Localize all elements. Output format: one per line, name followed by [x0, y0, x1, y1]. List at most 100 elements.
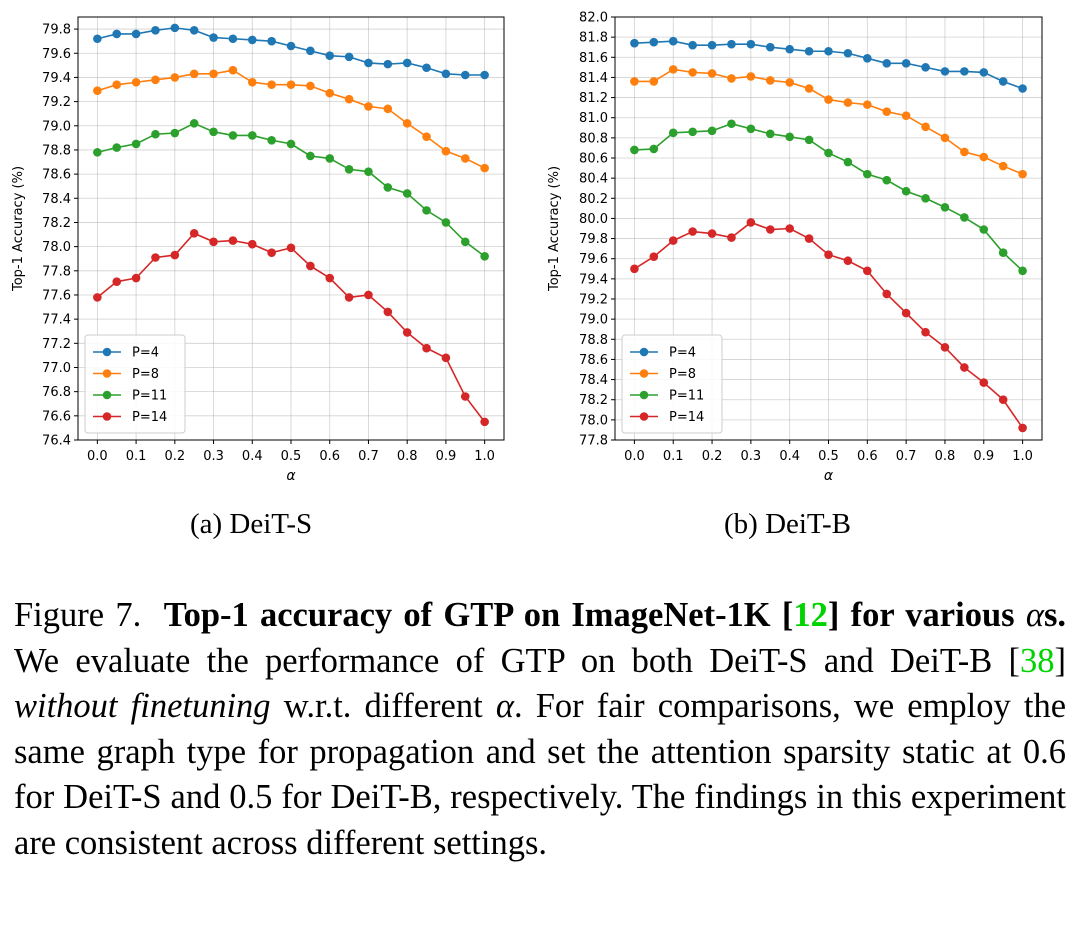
data-point: [746, 72, 756, 81]
data-point: [364, 167, 373, 176]
data-point: [209, 69, 218, 79]
data-point: [151, 253, 160, 262]
data-point: [921, 193, 930, 203]
citation-12[interactable]: 12: [793, 596, 828, 634]
data-point: [649, 77, 659, 86]
data-point: [960, 363, 969, 372]
data-point: [940, 67, 950, 76]
legend-label: P=8: [669, 367, 696, 382]
data-point: [688, 127, 697, 137]
data-point: [422, 343, 431, 353]
x-tick-label: 0.3: [741, 449, 762, 464]
caption-text: We evaluate the performance of GTP on bo…: [14, 641, 1020, 680]
data-point: [921, 63, 930, 72]
data-point: [630, 38, 639, 48]
data-point: [901, 308, 911, 318]
caption-italic: without finetuning: [14, 687, 271, 725]
data-point: [151, 129, 160, 139]
data-point: [228, 236, 238, 245]
y-tick-label: 78.2: [579, 393, 608, 408]
data-point: [668, 36, 678, 46]
y-axis-label: Top-1 Accuracy (%): [11, 166, 26, 292]
caption-text: w.r.t. different: [270, 687, 496, 725]
x-tick-label: 1.0: [474, 449, 495, 464]
caption-title-part: ] for various: [827, 596, 1026, 634]
y-tick-label: 79.2: [579, 293, 608, 308]
data-point: [824, 148, 833, 158]
data-point: [824, 250, 833, 259]
data-point: [247, 239, 257, 249]
data-point: [267, 248, 276, 257]
data-point: [882, 107, 892, 116]
caption-text: ]: [1054, 641, 1067, 680]
data-point: [843, 157, 853, 167]
x-tick-label: 0.2: [164, 449, 185, 464]
data-point: [170, 128, 180, 138]
data-point: [688, 68, 697, 77]
caption-title: Top-1 accuracy of GTP on ImageNet-1K [12…: [164, 596, 1066, 634]
data-point: [998, 161, 1008, 171]
data-point: [131, 273, 141, 283]
data-point: [765, 129, 775, 139]
citation-38[interactable]: 38: [1020, 641, 1055, 680]
data-point: [882, 175, 892, 185]
data-point: [979, 68, 989, 77]
data-point: [1018, 423, 1027, 433]
data-point: [383, 104, 393, 114]
data-point: [649, 144, 659, 154]
data-point: [112, 80, 122, 89]
data-point: [209, 127, 218, 137]
alpha-symbol: α: [495, 687, 514, 725]
legend-marker: [102, 412, 112, 421]
data-point: [765, 42, 775, 52]
data-point: [824, 95, 833, 104]
data-point: [707, 126, 717, 136]
data-point: [901, 186, 911, 196]
legend-label: P=4: [132, 346, 159, 361]
y-tick-label: 78.8: [579, 333, 608, 348]
data-point: [979, 152, 989, 162]
y-tick-label: 79.2: [42, 95, 71, 110]
data-point: [785, 224, 794, 233]
data-point: [1018, 266, 1027, 276]
data-point: [882, 289, 892, 299]
y-tick-label: 81.6: [579, 51, 608, 66]
x-tick-label: 0.7: [896, 449, 917, 464]
data-point: [940, 133, 950, 143]
data-point: [364, 102, 373, 111]
data-point: [441, 69, 451, 79]
legend-label: P=11: [132, 389, 167, 404]
legend-box: [621, 334, 723, 434]
data-point: [325, 51, 335, 60]
data-point: [630, 145, 639, 155]
y-tick-label: 78.4: [42, 192, 71, 207]
data-point: [804, 135, 814, 145]
data-point: [151, 25, 160, 35]
x-tick-label: 0.5: [818, 449, 839, 464]
y-tick-label: 77.8: [579, 434, 608, 449]
data-point: [979, 225, 989, 234]
x-tick-label: 0.9: [973, 449, 994, 464]
legend-marker: [102, 347, 112, 357]
data-point: [688, 40, 697, 50]
data-point: [746, 39, 756, 49]
data-point: [765, 225, 775, 234]
data-point: [746, 124, 756, 134]
legend-label: P=11: [669, 389, 704, 404]
data-point: [267, 36, 276, 46]
data-point: [746, 218, 756, 227]
data-point: [189, 25, 199, 35]
x-axis-label: α: [286, 468, 296, 484]
data-point: [189, 69, 199, 79]
y-tick-label: 79.6: [579, 252, 608, 267]
data-point: [960, 147, 969, 157]
x-tick-label: 0.8: [935, 449, 956, 464]
y-tick-label: 77.6: [42, 288, 71, 303]
y-tick-label: 77.0: [42, 361, 71, 376]
x-tick-label: 0.9: [436, 449, 457, 464]
data-point: [480, 251, 489, 261]
data-point: [707, 40, 717, 50]
data-point: [344, 94, 354, 104]
data-point: [228, 131, 238, 140]
data-point: [441, 146, 451, 156]
